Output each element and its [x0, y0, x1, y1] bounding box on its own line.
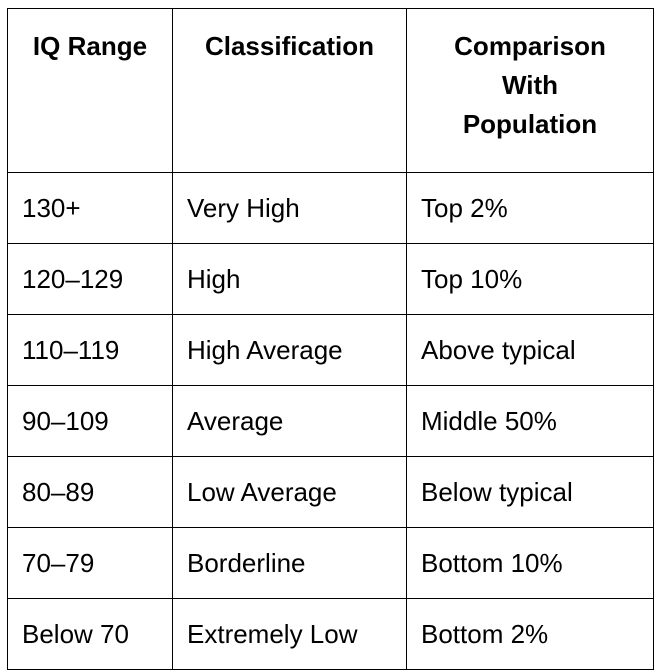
- table-cell: Bottom 10%: [406, 527, 654, 599]
- header-cell: Comparison With Population: [406, 8, 654, 173]
- table-row: 80–89 Low Average Below typical: [7, 456, 654, 528]
- table-cell: Extremely Low: [172, 598, 407, 670]
- table-cell: Below 70: [7, 598, 173, 670]
- table-row: 70–79 Borderline Bottom 10%: [7, 527, 654, 599]
- table-row: 130+ Very High Top 2%: [7, 172, 654, 244]
- table-cell: Average: [172, 385, 407, 457]
- table-row: 120–129 High Top 10%: [7, 243, 654, 315]
- header-cell: Classification: [172, 8, 407, 173]
- table-row: 110–119 High Average Above typical: [7, 314, 654, 386]
- table-cell: 70–79: [7, 527, 173, 599]
- table-cell: 90–109: [7, 385, 173, 457]
- table-cell: Below typical: [406, 456, 654, 528]
- header-cell: IQ Range: [7, 8, 173, 173]
- table-body: 130+ Very High Top 2% 120–129 High Top 10% 110…: [7, 172, 654, 670]
- table-cell: Top 10%: [406, 243, 654, 315]
- table-row: Below 70 Extremely Low Bottom 2%: [7, 598, 654, 670]
- table-cell: High Average: [172, 314, 407, 386]
- table-cell: Low Average: [172, 456, 407, 528]
- table-cell: Above typical: [406, 314, 654, 386]
- table-cell: 120–129: [7, 243, 173, 315]
- table-cell: High: [172, 243, 407, 315]
- table-cell: 110–119: [7, 314, 173, 386]
- iq-table: IQ Range Classification Comparison With …: [7, 8, 654, 670]
- table-cell: Very High: [172, 172, 407, 244]
- table-cell: Middle 50%: [406, 385, 654, 457]
- table-cell: 80–89: [7, 456, 173, 528]
- header-row: IQ Range Classification Comparison With …: [7, 8, 654, 173]
- table-row: 90–109 Average Middle 50%: [7, 385, 654, 457]
- table-cell: Top 2%: [406, 172, 654, 244]
- table-cell: Bottom 2%: [406, 598, 654, 670]
- table-cell: Borderline: [172, 527, 407, 599]
- table-cell: 130+: [7, 172, 173, 244]
